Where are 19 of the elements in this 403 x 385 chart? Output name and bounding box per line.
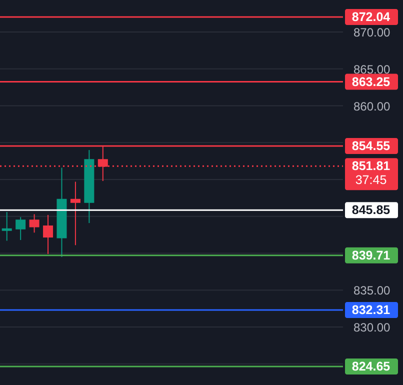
y-tick-label: 830.00	[354, 320, 391, 335]
ref-line-label: 845.85	[352, 203, 390, 218]
candlestick	[29, 214, 40, 234]
ref-line-label: 851.81	[352, 159, 390, 174]
ref-line-label: 863.25	[352, 74, 390, 89]
candlestick	[43, 214, 54, 255]
y-tick-label: 835.00	[354, 284, 391, 298]
y-tick-label: 865.00	[354, 62, 391, 76]
ref-line-label: 872.04	[352, 10, 390, 24]
candlestick	[16, 216, 26, 240]
candlestick	[2, 211, 12, 242]
candlestick	[70, 181, 80, 246]
ref-line-label: 839.71	[352, 248, 390, 262]
ref-line-label: 832.31	[352, 302, 390, 317]
y-tick-label: 870.00	[354, 26, 391, 40]
ref-line-label: 854.55	[352, 138, 390, 153]
text: 37:45	[355, 173, 387, 188]
y-tick-label: 860.00	[354, 99, 391, 114]
ref-line-label: 824.65	[352, 359, 390, 374]
